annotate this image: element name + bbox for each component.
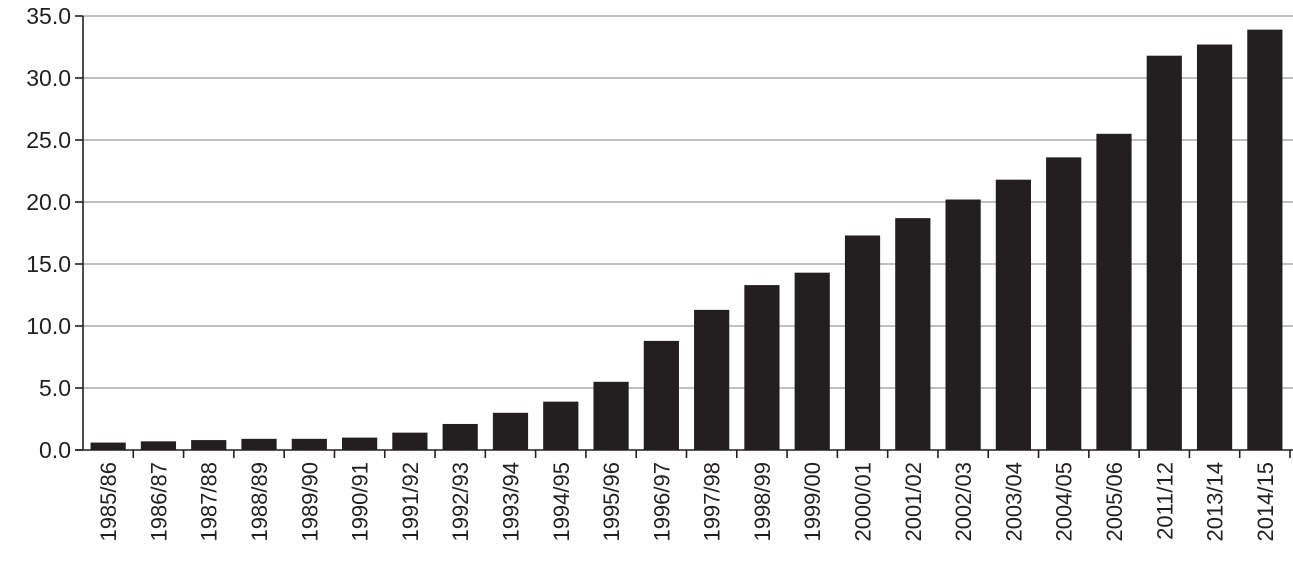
x-tick-label: 1996/97 (649, 462, 674, 542)
x-tick-label: 1989/90 (297, 462, 322, 542)
bar (342, 437, 378, 450)
y-tick-label: 25.0 (26, 127, 71, 153)
bar (1046, 157, 1082, 451)
bar (140, 441, 177, 450)
x-tick-label: 1987/88 (197, 462, 222, 542)
x-tick-label: 1999/00 (800, 462, 825, 542)
x-tick-label: 1994/95 (549, 462, 574, 542)
y-tick-label: 5.0 (39, 375, 71, 401)
x-tick-label: 1988/89 (247, 462, 272, 542)
y-tick-labels: 0.0 5.0 10.0 15.0 20.0 25.0 30.0 35.0 (26, 3, 71, 463)
x-tick-label: 2005/06 (1102, 462, 1127, 542)
x-tick-label: 1990/91 (348, 462, 373, 542)
bar (794, 272, 830, 450)
y-tick-label: 30.0 (26, 65, 71, 91)
bar (945, 199, 981, 450)
bar (995, 179, 1031, 450)
bars (90, 29, 1283, 451)
x-tick-label: 1997/98 (700, 462, 725, 542)
y-tick-label: 15.0 (26, 251, 71, 277)
x-tick-label: 2013/14 (1203, 462, 1228, 542)
x-tick-label: 2000/01 (851, 462, 876, 542)
x-tick-label: 2011/12 (1152, 462, 1177, 540)
x-tick-label: 1995/96 (599, 462, 624, 542)
axes (75, 15, 1293, 458)
bar (90, 442, 126, 450)
y-tick-label: 20.0 (26, 189, 71, 215)
bar (291, 438, 327, 450)
bar (1096, 133, 1132, 451)
x-tick-label: 1998/99 (750, 462, 775, 542)
bar (1247, 29, 1283, 450)
bar (844, 235, 881, 450)
x-tick-labels: 1985/86 1986/87 1987/88 1988/89 1989/90 1990/… (96, 462, 1278, 542)
x-tick-label: 2002/03 (951, 462, 976, 542)
x-tick-label: 2001/02 (901, 462, 926, 542)
y-tick-label: 35.0 (26, 3, 71, 29)
bar (241, 438, 277, 450)
y-tick-label: 10.0 (26, 313, 71, 339)
x-tick-label: 1986/87 (146, 462, 171, 542)
y-tick-label: 0.0 (39, 437, 71, 463)
bar (543, 401, 579, 450)
x-tick-label: 2014/15 (1253, 462, 1278, 542)
bar (1146, 55, 1182, 451)
bar (643, 340, 679, 450)
bar (191, 440, 227, 450)
bar (593, 381, 629, 450)
x-tick-label: 1993/94 (498, 462, 523, 542)
bar (744, 285, 780, 450)
bar (492, 412, 529, 450)
x-tick-label: 1992/93 (448, 462, 473, 542)
bar (442, 423, 478, 450)
bar (895, 218, 931, 450)
bar (392, 432, 428, 450)
x-tick-label: 2003/04 (1001, 462, 1026, 542)
bar (1196, 44, 1233, 451)
x-tick-label: 1991/92 (398, 462, 423, 542)
bar (694, 309, 730, 450)
gridlines (83, 15, 1293, 389)
x-tick-label: 2004/05 (1052, 462, 1077, 542)
x-tick-label: 1985/86 (96, 462, 121, 542)
